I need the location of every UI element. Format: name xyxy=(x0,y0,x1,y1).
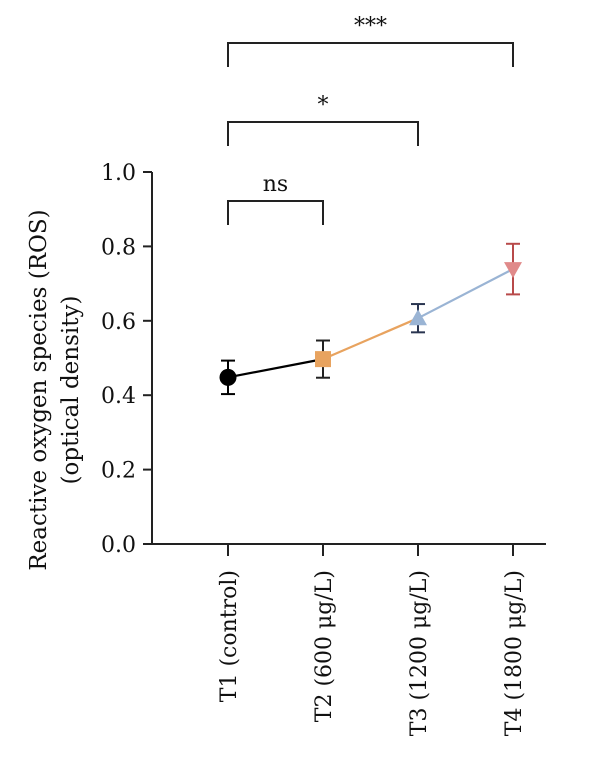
plot-area: 0.0 0.2 0.4 0.6 0.8 1.0 T1 (control) T2 (600 μg… xyxy=(101,14,546,736)
y-tick-label: 0.8 xyxy=(101,235,136,260)
significance-bracket xyxy=(227,200,324,225)
significance-bracket xyxy=(227,121,419,146)
significance-label: ns xyxy=(263,172,288,197)
series-segment xyxy=(417,268,514,320)
significance-label: *** xyxy=(354,14,387,39)
y-axis-title-line2: (optical density) xyxy=(58,296,84,485)
series-segment xyxy=(227,358,324,379)
y-tick-label: 1.0 xyxy=(101,161,136,186)
x-tick-label: T1 (control) xyxy=(217,570,242,702)
significance-label: * xyxy=(318,93,329,118)
data-point xyxy=(409,309,427,326)
significance-bracket xyxy=(227,42,514,67)
series-segment xyxy=(322,317,419,361)
data-point xyxy=(504,262,522,279)
y-axis-title-line1: Reactive oxygen species (ROS) xyxy=(26,209,52,570)
y-tick-label: 0.4 xyxy=(101,384,136,409)
y-tick-label: 0.0 xyxy=(101,533,136,558)
x-tick-label: T2 (600 μg/L) xyxy=(312,570,337,722)
x-tick-label: T3 (1200 μg/L) xyxy=(407,570,432,736)
y-tick-label: 0.2 xyxy=(101,459,136,484)
data-point xyxy=(219,368,237,386)
y-tick-label: 0.6 xyxy=(101,310,136,335)
data-point xyxy=(315,351,331,368)
x-tick-label: T4 (1800 μg/L) xyxy=(502,570,527,736)
